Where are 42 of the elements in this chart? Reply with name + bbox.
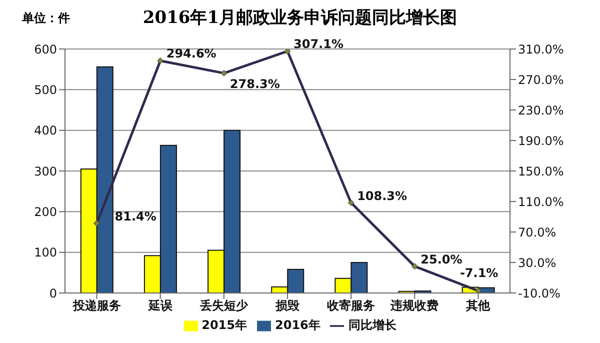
y2-tick-label: 30.0%	[518, 256, 556, 270]
point	[94, 220, 100, 227]
y2-tick-label: 70.0%	[518, 225, 556, 240]
data-label: 81.4%	[114, 209, 156, 224]
y-tick-label: 100	[34, 246, 57, 260]
x-tick-label: 丢失短少	[198, 298, 249, 313]
x-tick-label: 其他	[465, 298, 492, 313]
y-tick-label: 200	[34, 204, 57, 219]
y2-tick-label: 230.0%	[518, 103, 564, 118]
legend-label: 2015年	[202, 318, 247, 332]
y2-tick-label: 310.0%	[518, 42, 564, 56]
data-label: 307.1%	[294, 37, 344, 52]
text: 单位：件	[22, 10, 70, 27]
point	[348, 200, 354, 206]
y-tick-label: 600	[34, 42, 57, 56]
point	[220, 70, 228, 76]
y2-tick-label: 150.0%	[518, 164, 564, 178]
x-tick-label: 收寄服务	[327, 298, 376, 313]
data-label: 108.3%	[357, 188, 408, 203]
data-label: -7.1%	[460, 266, 498, 280]
y2-tick-label: 270.0%	[518, 72, 564, 87]
chart-title: 2016年1月邮政业务申诉问题同比增长图	[142, 8, 458, 28]
y2-tick-label: -10.0%	[518, 286, 560, 300]
x-tick-label: 违规收费	[390, 298, 439, 313]
data-label: 25.0%	[420, 252, 462, 266]
y-tick-label: 0	[49, 286, 57, 300]
y2-tick-label: 110.0%	[518, 194, 564, 209]
y-tick-label: 500	[34, 82, 57, 97]
point	[284, 49, 291, 54]
x-tick-label: 延误	[147, 298, 174, 313]
x-tick-label: 投递服务	[72, 298, 121, 313]
point	[411, 263, 418, 270]
data-label: 294.6%	[166, 46, 216, 61]
point	[157, 57, 164, 64]
y2-tick-label: 190.0%	[518, 134, 564, 148]
point	[474, 288, 482, 293]
legend-label: 同比增长	[348, 318, 396, 332]
legend-label: 2016年	[275, 318, 320, 332]
y-tick-label: 400	[34, 124, 57, 138]
x-tick-label: 损毁	[274, 298, 300, 313]
data-label: 278.3%	[230, 77, 280, 92]
y-tick-label: 300	[34, 164, 57, 178]
